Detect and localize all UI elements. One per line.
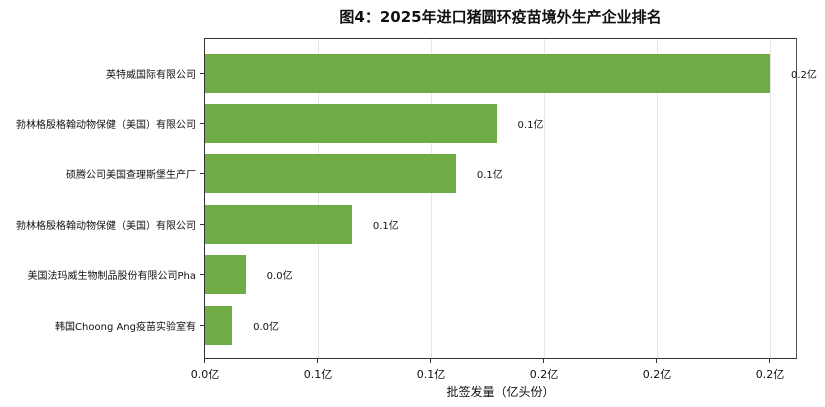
y-tick — [200, 123, 204, 124]
y-tick — [200, 224, 204, 225]
x-tick-label: 0.1亿 — [416, 368, 446, 381]
x-tick-label: 0.0亿 — [190, 368, 220, 381]
y-category-label: 勃林格殷格翰动物保健（美国）有限公司 — [16, 221, 196, 232]
x-tick — [769, 359, 770, 363]
y-category-label: 硕腾公司美国查理斯堡生产厂 — [66, 170, 196, 181]
bar — [205, 154, 456, 193]
y-category-label: 美国法玛威生物制品股份有限公司Pha — [27, 271, 197, 282]
bar-value-label: 0.1亿 — [517, 120, 544, 131]
bar — [205, 205, 352, 244]
plot-area — [204, 38, 797, 359]
y-category-label: 英特威国际有限公司 — [106, 70, 196, 81]
x-axis-title: 批签发量（亿头份） — [446, 385, 555, 399]
y-tick — [200, 173, 204, 174]
x-tick-label: 0.2亿 — [529, 368, 559, 381]
y-category-label: 韩国Choong Ang疫苗实验室有 — [55, 322, 196, 333]
bar-value-label: 0.1亿 — [476, 170, 503, 181]
bar — [205, 104, 497, 143]
bar-value-label: 0.2亿 — [791, 70, 817, 81]
chart-title: 图4：2025年进口猪圆环疫苗境外生产企业排名 — [339, 8, 662, 26]
x-tick-label: 0.2亿 — [755, 368, 785, 381]
y-tick — [200, 274, 204, 275]
x-tick-label: 0.1亿 — [303, 368, 333, 381]
bar — [205, 54, 770, 93]
bar-value-label: 0.0亿 — [253, 322, 280, 333]
bar — [205, 306, 233, 345]
x-tick — [656, 359, 657, 363]
grid-line — [544, 39, 545, 358]
bar-value-label: 0.0亿 — [266, 271, 293, 282]
y-category-label: 勃林格殷格翰动物保健（美国）有限公司 — [16, 120, 196, 131]
grid-line — [657, 39, 658, 358]
x-tick — [430, 359, 431, 363]
grid-line — [770, 39, 771, 358]
x-tick — [204, 359, 205, 363]
x-tick — [543, 359, 544, 363]
grid-line — [318, 39, 319, 358]
y-tick — [200, 325, 204, 326]
bar-value-label: 0.1亿 — [372, 221, 399, 232]
grid-line — [431, 39, 432, 358]
x-tick-label: 0.2亿 — [642, 368, 672, 381]
bar — [205, 255, 246, 294]
x-tick — [317, 359, 318, 363]
y-tick — [200, 73, 204, 74]
